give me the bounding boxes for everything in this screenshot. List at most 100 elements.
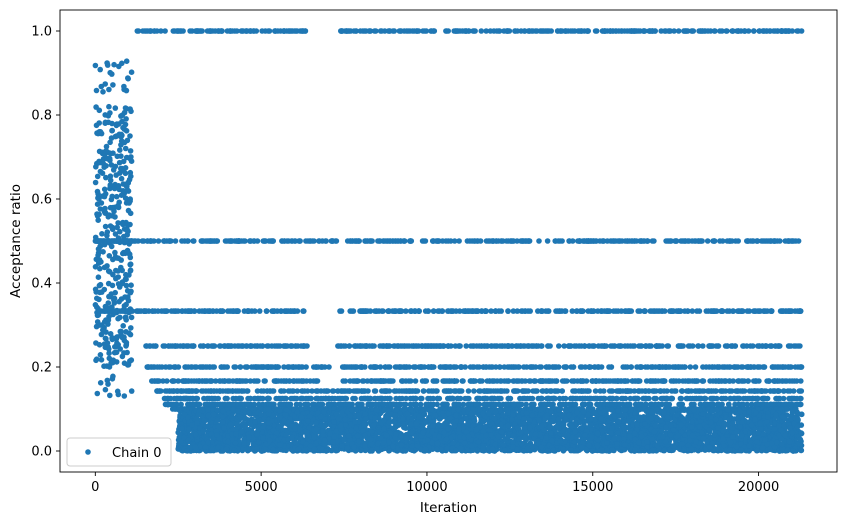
data-point <box>178 28 184 34</box>
data-point <box>97 238 103 244</box>
data-point <box>118 138 125 144</box>
data-point <box>519 308 526 314</box>
data-point <box>128 388 135 394</box>
data-point <box>347 238 354 244</box>
data-point <box>551 395 558 402</box>
data-point <box>142 28 148 34</box>
data-point <box>510 364 517 370</box>
data-point <box>97 243 104 249</box>
data-point <box>702 395 709 402</box>
data-point <box>112 249 118 256</box>
data-point <box>94 319 101 325</box>
data-point <box>349 308 355 314</box>
data-point <box>377 364 384 370</box>
data-point <box>517 343 524 349</box>
data-point <box>443 364 450 370</box>
data-point <box>700 364 706 370</box>
data-point <box>498 395 504 402</box>
data-point <box>545 343 551 349</box>
data-point <box>525 238 531 244</box>
data-point <box>338 343 345 349</box>
data-point <box>658 378 665 384</box>
data-point <box>107 139 113 146</box>
data-point <box>335 388 341 394</box>
data-point <box>258 395 264 402</box>
data-point <box>105 381 111 387</box>
data-point <box>155 238 162 244</box>
data-point <box>146 343 153 349</box>
data-point <box>617 343 623 349</box>
data-point <box>729 28 736 34</box>
data-point <box>676 378 682 384</box>
data-point <box>436 395 443 402</box>
data-point <box>441 388 448 394</box>
data-point <box>571 378 577 384</box>
data-point <box>288 395 294 402</box>
data-point <box>281 238 288 244</box>
data-point <box>687 395 693 402</box>
data-point <box>497 378 504 384</box>
data-point <box>719 238 726 244</box>
data-point <box>689 308 696 314</box>
data-point <box>105 321 111 327</box>
data-point <box>102 223 109 230</box>
data-point <box>569 395 576 402</box>
data-point <box>128 282 134 289</box>
data-point <box>380 308 386 314</box>
data-point <box>730 308 737 314</box>
data-point <box>122 315 129 321</box>
data-point <box>181 343 187 349</box>
data-point <box>767 238 773 244</box>
data-point <box>211 388 217 394</box>
data-point <box>123 339 130 346</box>
data-point <box>471 388 477 394</box>
data-point <box>97 206 104 212</box>
data-point <box>774 395 780 402</box>
data-point <box>764 308 771 314</box>
data-point <box>490 378 497 384</box>
data-point <box>649 238 656 244</box>
data-point <box>685 238 691 244</box>
data-point <box>96 282 103 289</box>
data-point <box>685 378 691 384</box>
data-point <box>735 28 742 34</box>
data-point <box>298 364 305 370</box>
data-point <box>97 129 104 135</box>
data-point <box>300 378 306 384</box>
data-point <box>189 364 195 370</box>
data-point <box>532 378 539 384</box>
data-point <box>265 395 272 402</box>
data-point <box>611 308 617 314</box>
data-point <box>112 105 119 111</box>
data-point <box>763 28 770 34</box>
data-point <box>745 378 751 384</box>
data-point <box>103 148 109 154</box>
data-point <box>382 395 389 402</box>
data-point <box>544 395 551 402</box>
data-point <box>704 388 711 394</box>
data-point <box>204 395 210 402</box>
data-point <box>431 343 437 349</box>
data-point <box>477 395 483 402</box>
data-point <box>518 28 524 34</box>
data-point <box>105 214 112 220</box>
data-point <box>797 364 804 370</box>
data-point <box>420 388 427 394</box>
data-point <box>109 304 115 311</box>
data-point <box>372 364 379 370</box>
data-point <box>240 238 247 244</box>
data-point <box>297 238 303 244</box>
data-point <box>107 177 114 184</box>
data-point <box>671 28 677 34</box>
data-point <box>787 388 793 394</box>
data-point <box>350 378 357 384</box>
data-point <box>766 378 772 384</box>
data-point <box>100 327 106 333</box>
data-point <box>521 395 527 402</box>
data-point <box>569 238 576 244</box>
data-point <box>99 170 106 176</box>
data-point <box>393 395 399 402</box>
data-point <box>121 393 128 399</box>
data-point <box>460 378 466 384</box>
data-point <box>259 28 265 34</box>
